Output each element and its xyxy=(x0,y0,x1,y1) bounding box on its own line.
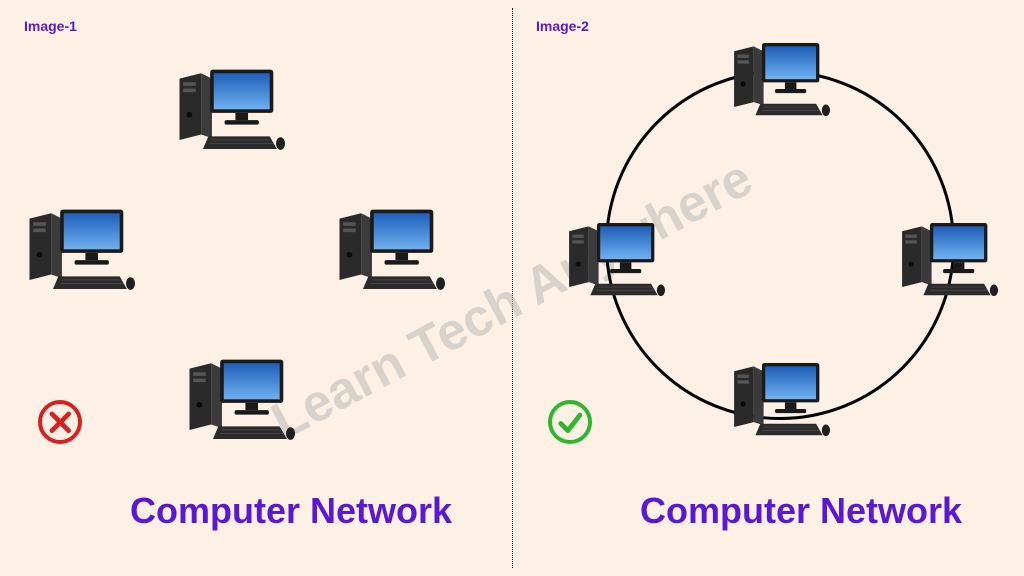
check-icon xyxy=(548,400,592,444)
diagram-canvas: Learn Tech Anywhere xyxy=(0,0,1024,576)
left-computer-3 xyxy=(335,202,445,297)
right-computer-4 xyxy=(730,357,830,444)
left-computer-4 xyxy=(185,352,295,447)
left-computer-2 xyxy=(25,202,135,297)
cross-icon xyxy=(38,400,82,444)
right-computer-2 xyxy=(565,217,665,304)
title-left: Computer Network xyxy=(130,490,452,532)
panel-label-right: Image-2 xyxy=(536,18,589,34)
right-computer-3 xyxy=(898,217,998,304)
title-right: Computer Network xyxy=(640,490,962,532)
panel-divider xyxy=(512,8,513,568)
right-computer-1 xyxy=(730,37,830,124)
panel-label-left: Image-1 xyxy=(24,18,77,34)
left-computer-1 xyxy=(175,62,285,157)
